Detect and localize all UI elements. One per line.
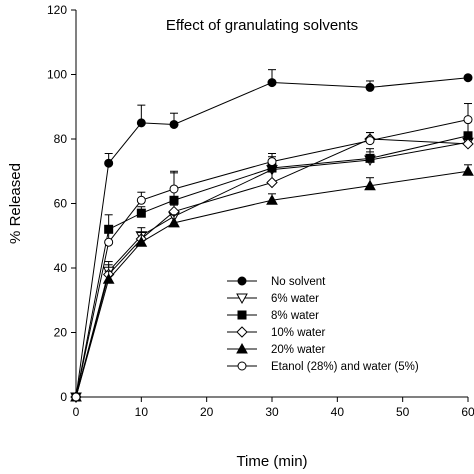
x-tick-label: 10 [135, 405, 149, 419]
data-point [169, 184, 179, 194]
data-point [169, 119, 179, 129]
data-point [136, 208, 146, 218]
data-point [365, 136, 375, 146]
y-tick-label: 40 [54, 261, 68, 275]
axes: 0 20 40 60 80 100 120 0 10 20 30 40 50 60 [47, 3, 474, 419]
legend-label: 6% water [271, 293, 319, 305]
data-point [135, 236, 148, 247]
data-point [365, 82, 375, 92]
data-point [462, 165, 474, 176]
y-tick-label: 80 [54, 132, 68, 146]
x-tick-label: 50 [396, 405, 410, 419]
legend-marker [236, 326, 248, 338]
legend: No solvent 6% water 8% water 10% water 20% w… [227, 276, 419, 373]
y-tick-label: 0 [60, 390, 67, 404]
data-point [267, 157, 277, 167]
legend-marker [237, 310, 247, 320]
legend-marker [237, 361, 247, 371]
x-tick-label: 40 [331, 405, 345, 419]
data-point [364, 179, 376, 191]
legend-label: No solvent [271, 276, 326, 288]
x-tick-label: 20 [200, 405, 214, 419]
legend-label: 8% water [271, 310, 319, 322]
data-point [267, 78, 277, 88]
data-point [266, 194, 278, 205]
series-0 [71, 69, 473, 402]
y-axis-title: % Released [7, 163, 24, 244]
plot-area [70, 69, 474, 404]
data-point [102, 273, 115, 284]
data-point [136, 195, 146, 205]
data-point [463, 73, 473, 83]
y-tick-label: 20 [54, 326, 68, 340]
y-tick-label: 120 [47, 3, 67, 17]
x-tick-label: 30 [265, 405, 279, 419]
y-tick-label: 60 [54, 197, 68, 211]
legend-label: Etanol (28%) and water (5%) [271, 361, 419, 373]
data-point [136, 118, 146, 128]
x-axis-title: Time (min) [236, 453, 307, 470]
data-point [365, 153, 375, 163]
legend-marker [236, 342, 248, 354]
data-point [266, 176, 278, 189]
legend-label: 10% water [271, 327, 326, 339]
legend-marker [236, 293, 248, 305]
series-5 [71, 103, 473, 402]
chart-title: Effect of granulating solvents [166, 17, 358, 34]
x-tick-label: 0 [73, 405, 80, 419]
series-4 [70, 164, 474, 402]
y-tick-label: 100 [47, 68, 67, 82]
x-tick-label: 60 [461, 405, 474, 419]
legend-marker [237, 276, 247, 286]
data-point [104, 237, 114, 247]
data-point [168, 216, 180, 228]
data-point [462, 138, 474, 150]
legend-label: 20% water [271, 344, 326, 356]
data-point [71, 392, 81, 402]
data-point [463, 115, 473, 125]
data-point [104, 158, 114, 168]
